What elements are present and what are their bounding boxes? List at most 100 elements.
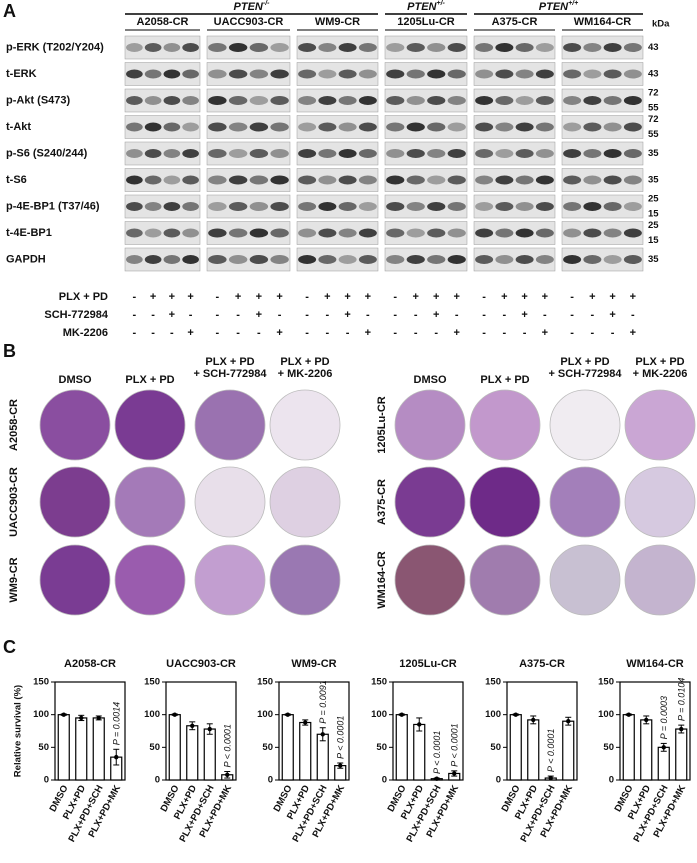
treatment-sign: -: [570, 309, 574, 321]
band: [144, 255, 162, 264]
band: [270, 202, 289, 211]
mean-point: [79, 715, 84, 721]
kda-marker: 72: [648, 88, 659, 99]
band: [298, 175, 317, 185]
well-plate: [549, 389, 621, 461]
treatment-sign: -: [133, 291, 137, 303]
band: [447, 228, 466, 238]
blot-strip: [561, 141, 644, 166]
well-plate: [194, 389, 266, 461]
y-tick-label: 100: [144, 709, 160, 720]
band: [249, 69, 269, 79]
y-axis-label: Relative survival (%): [13, 685, 24, 777]
bar: [640, 719, 653, 781]
blot-strip: [296, 194, 379, 219]
bar: [186, 725, 199, 781]
treatment-sign: +: [630, 291, 636, 303]
band: [583, 202, 602, 211]
blot-strip: [384, 115, 468, 139]
band: [623, 255, 642, 264]
p-value: P = 0.0014: [112, 702, 122, 745]
band: [338, 96, 357, 105]
treatment-sign: -: [393, 327, 397, 339]
y-tick-label: 0: [44, 775, 49, 786]
band: [406, 228, 425, 238]
panel-letter: B: [3, 341, 16, 361]
well-plate: [624, 389, 696, 461]
band: [338, 149, 357, 158]
band: [475, 228, 494, 238]
band: [495, 175, 514, 185]
mean-point: [207, 726, 212, 732]
well-plate: [624, 466, 696, 538]
band: [495, 228, 514, 238]
band: [406, 149, 425, 158]
band: [358, 122, 377, 132]
blot-strip: [124, 247, 201, 272]
blot-strip: [124, 88, 201, 113]
band: [144, 202, 162, 211]
band: [475, 149, 494, 158]
band: [406, 43, 425, 52]
band: [144, 122, 162, 132]
band: [182, 43, 199, 52]
band: [535, 228, 554, 238]
bar: [57, 714, 70, 781]
treatment-sign: -: [543, 309, 547, 321]
band: [126, 202, 143, 211]
band: [163, 175, 181, 185]
band: [270, 255, 289, 264]
blot-strip: [206, 194, 291, 219]
blot-strip: [561, 194, 644, 219]
blot-strip: [473, 247, 556, 272]
p-value: P = 0.0003: [659, 696, 669, 739]
treatment-header: PLX + PD: [635, 356, 684, 368]
y-tick-label: 0: [496, 775, 501, 786]
band: [427, 255, 446, 264]
well-plate: [469, 466, 541, 538]
treatment-sign: +: [542, 291, 548, 303]
blot-strip: [206, 141, 291, 166]
mean-point: [320, 732, 325, 737]
blot-strip: [561, 115, 644, 139]
band: [338, 255, 357, 264]
cell-line-label: WM164-CR: [574, 16, 632, 28]
treatment-sign: -: [393, 291, 397, 303]
treatment-sign: +: [521, 309, 527, 321]
band: [563, 122, 582, 132]
treatment-sign: +: [344, 291, 350, 303]
y-tick-label: 0: [155, 775, 160, 786]
blot-strip: [124, 35, 201, 60]
plot-frame: [54, 681, 126, 781]
band: [249, 228, 269, 238]
band: [535, 96, 554, 105]
band: [475, 122, 494, 132]
band: [249, 255, 269, 264]
well-plate: [269, 544, 341, 616]
treatment-sign: -: [611, 327, 615, 339]
treatment-label: PLX + PD: [59, 291, 108, 303]
blot-strip: [473, 194, 556, 219]
gene: PTEN: [407, 1, 437, 13]
mean-point: [644, 717, 649, 723]
band: [163, 202, 181, 211]
band: [338, 175, 357, 185]
treatment-sign: +: [276, 327, 282, 339]
blot-strip: [124, 62, 201, 86]
band: [208, 228, 227, 238]
band: [270, 175, 289, 185]
band: [298, 255, 317, 264]
band: [623, 202, 642, 211]
treatment-sign: -: [216, 309, 220, 321]
treatment-sign: -: [455, 309, 459, 321]
band: [318, 43, 337, 52]
band: [447, 175, 466, 185]
band: [427, 202, 446, 211]
blot-strip: [124, 168, 201, 192]
band: [270, 122, 289, 132]
band: [163, 149, 181, 158]
band: [228, 122, 248, 132]
y-tick-label: 50: [149, 742, 160, 753]
band: [228, 175, 248, 185]
band: [358, 255, 377, 264]
